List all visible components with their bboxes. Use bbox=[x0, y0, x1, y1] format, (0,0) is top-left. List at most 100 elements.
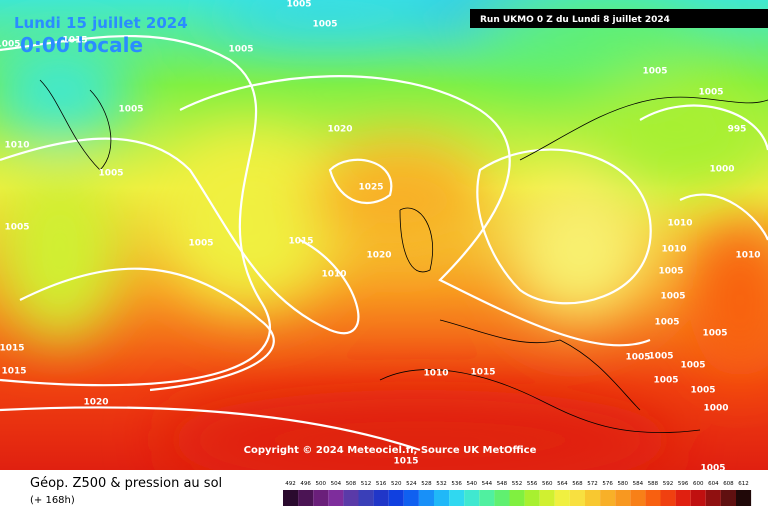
scale-label: 516 bbox=[376, 481, 387, 487]
run-info: Run UKMO 0 Z du Lundi 8 juillet 2024 bbox=[480, 15, 670, 25]
scale-label: 600 bbox=[693, 481, 704, 487]
scale-swatch bbox=[434, 490, 450, 506]
scale-label: 612 bbox=[738, 481, 749, 487]
isobar-label: 1010 bbox=[667, 219, 692, 229]
scale-label: 512 bbox=[361, 481, 372, 487]
scale-swatch bbox=[615, 490, 631, 506]
scale-swatch bbox=[645, 490, 661, 506]
scale-label: 540 bbox=[467, 481, 478, 487]
isobar-label: 1005 bbox=[660, 292, 685, 302]
scale-swatch bbox=[388, 490, 404, 506]
scale-swatch bbox=[283, 490, 299, 506]
isobar-label: 995 bbox=[728, 125, 747, 135]
scale-label: 576 bbox=[602, 481, 613, 487]
scale-label: 592 bbox=[663, 481, 674, 487]
isobar-labels: 1005100510051015100510051005100510209951… bbox=[0, 0, 761, 474]
scale-label: 608 bbox=[723, 481, 734, 487]
isobar-label: 1015 bbox=[393, 457, 418, 467]
scale-label: 596 bbox=[678, 481, 689, 487]
isobar-label: 1005 bbox=[228, 45, 253, 55]
isobar-label: 1010 bbox=[735, 251, 760, 261]
scale-swatch bbox=[418, 490, 434, 506]
scale-swatch bbox=[736, 490, 752, 506]
scale-swatch bbox=[675, 490, 691, 506]
scale-swatch bbox=[539, 490, 555, 506]
scale-label: 580 bbox=[618, 481, 629, 487]
scale-label: 584 bbox=[633, 481, 644, 487]
scale-swatch bbox=[554, 490, 570, 506]
scale-swatch bbox=[509, 490, 525, 506]
scale-label: 532 bbox=[436, 481, 447, 487]
scale-swatch bbox=[464, 490, 480, 506]
scale-label: 564 bbox=[557, 481, 568, 487]
scale-label: 556 bbox=[527, 481, 538, 487]
isobar-label: 1020 bbox=[327, 125, 352, 135]
scale-label: 536 bbox=[451, 481, 462, 487]
isobar-label: 1005 bbox=[4, 223, 29, 233]
isobar-label: 1015 bbox=[288, 237, 313, 247]
scale-swatch bbox=[328, 490, 344, 506]
scale-label: 496 bbox=[300, 481, 311, 487]
scale-swatch bbox=[494, 490, 510, 506]
scale-swatch bbox=[705, 490, 721, 506]
isobar-label: 1005 bbox=[702, 329, 727, 339]
scale-swatch bbox=[358, 490, 374, 506]
scale-swatch bbox=[585, 490, 601, 506]
footer-subtitle: (+ 168h) bbox=[30, 495, 75, 506]
scale-label: 520 bbox=[391, 481, 402, 487]
scale-swatch bbox=[630, 490, 646, 506]
copyright: Copyright © 2024 Meteociel.fr, Source UK… bbox=[244, 445, 537, 456]
scale-label: 568 bbox=[572, 481, 583, 487]
scale-swatch bbox=[403, 490, 419, 506]
isobar-label: 1010 bbox=[321, 270, 346, 280]
isobar-label: 1010 bbox=[423, 369, 448, 379]
isobar-label: 1010 bbox=[4, 141, 29, 151]
isobars bbox=[0, 34, 768, 452]
isobar-label: 1005 bbox=[698, 88, 723, 98]
scale-label: 604 bbox=[708, 481, 719, 487]
scale-label: 508 bbox=[346, 481, 357, 487]
scale-label: 504 bbox=[331, 481, 342, 487]
scale-swatch bbox=[660, 490, 676, 506]
scale-label: 552 bbox=[512, 481, 523, 487]
scale-label: 572 bbox=[587, 481, 598, 487]
isobar-label: 1005 bbox=[680, 361, 705, 371]
scale-swatch bbox=[313, 490, 329, 506]
scale-label: 528 bbox=[421, 481, 432, 487]
isobar-label: 1015 bbox=[1, 367, 26, 377]
scale-swatch bbox=[569, 490, 585, 506]
isobar-label: 1005 bbox=[648, 352, 673, 362]
scale-swatch bbox=[373, 490, 389, 506]
isobar-label: 1005 bbox=[188, 239, 213, 249]
isobar-label: 1005 bbox=[118, 105, 143, 115]
isobar-label: 1005 bbox=[700, 464, 725, 474]
isobar-label: 1005 bbox=[286, 0, 311, 10]
scale-label: 560 bbox=[542, 481, 553, 487]
scale-swatch bbox=[449, 490, 465, 506]
isobar-label: 1000 bbox=[709, 165, 734, 175]
isobar-label: 1005 bbox=[690, 386, 715, 396]
coastlines bbox=[39, 79, 768, 433]
isobar-label: 1025 bbox=[358, 183, 383, 193]
scale-swatch bbox=[298, 490, 314, 506]
isobar-label: 1015 bbox=[470, 368, 495, 378]
scale-label: 548 bbox=[497, 481, 508, 487]
scale-label: 500 bbox=[316, 481, 327, 487]
isobar-label: 1005 bbox=[0, 40, 21, 50]
isobar-label: 1020 bbox=[83, 398, 108, 408]
date: Lundi 15 juillet 2024 bbox=[14, 14, 188, 32]
scale-swatch bbox=[524, 490, 540, 506]
scale-label: 544 bbox=[482, 481, 493, 487]
isobar-label: 1005 bbox=[642, 67, 667, 77]
isobar-label: 1020 bbox=[366, 251, 391, 261]
time: 0:00 locale bbox=[20, 33, 143, 57]
isobar-label: 1005 bbox=[625, 353, 650, 363]
scale-swatch bbox=[720, 490, 736, 506]
scale-swatch bbox=[690, 490, 706, 506]
isobar-label: 1015 bbox=[62, 36, 87, 46]
scale-swatch bbox=[479, 490, 495, 506]
isobar-label: 1005 bbox=[653, 376, 678, 386]
isobar-label: 1005 bbox=[658, 267, 683, 277]
isobar-label: 1005 bbox=[312, 20, 337, 30]
